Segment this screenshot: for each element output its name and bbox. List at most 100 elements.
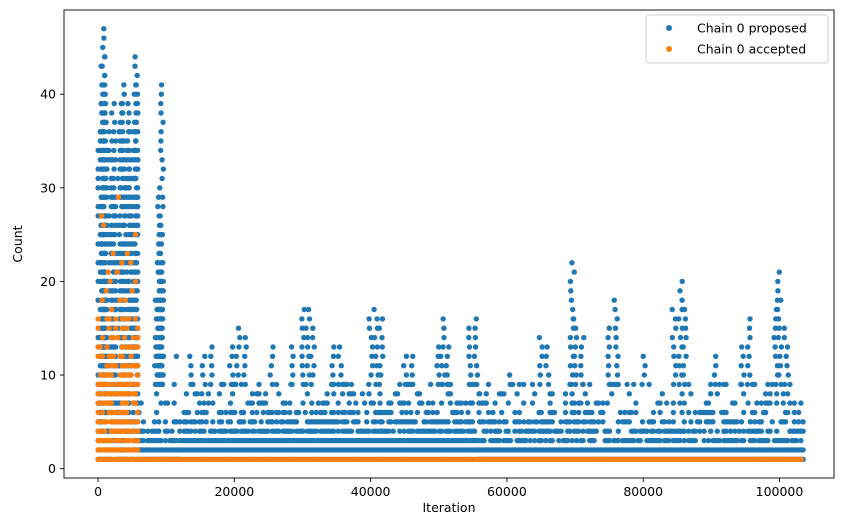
proposed-point	[773, 381, 779, 388]
proposed-point	[466, 381, 473, 388]
proposed-point	[746, 325, 753, 331]
proposed-point	[102, 54, 108, 60]
proposed-point	[140, 428, 147, 434]
accepted-point	[130, 334, 136, 341]
proposed-point	[562, 400, 569, 406]
proposed-point	[126, 222, 133, 228]
proposed-point	[401, 363, 407, 369]
proposed-point	[110, 288, 116, 294]
proposed-point	[573, 372, 579, 378]
proposed-point	[388, 400, 394, 406]
proposed-point	[289, 428, 295, 434]
proposed-point	[155, 203, 161, 210]
proposed-point	[313, 428, 319, 434]
proposed-point	[374, 316, 380, 322]
proposed-point	[679, 297, 685, 303]
proposed-point	[158, 147, 164, 154]
proposed-point	[133, 185, 140, 191]
proposed-point	[657, 437, 663, 444]
proposed-point	[591, 437, 597, 444]
proposed-point	[366, 391, 372, 397]
proposed-point	[615, 419, 621, 425]
proposed-point	[405, 400, 412, 406]
proposed-point	[633, 428, 639, 434]
proposed-point	[496, 437, 503, 444]
proposed-point	[701, 437, 707, 444]
proposed-point	[269, 409, 275, 416]
proposed-point	[529, 381, 536, 388]
proposed-point	[192, 419, 198, 425]
proposed-point	[800, 447, 806, 453]
proposed-point	[121, 222, 127, 228]
proposed-point	[410, 428, 416, 434]
proposed-point	[145, 428, 151, 434]
proposed-point	[120, 147, 126, 154]
proposed-point	[677, 334, 684, 341]
proposed-point	[134, 91, 141, 97]
accepted-point	[115, 194, 122, 200]
proposed-point	[156, 250, 162, 257]
proposed-point	[280, 419, 286, 425]
proposed-point	[571, 400, 577, 406]
proposed-point	[686, 381, 692, 388]
proposed-point	[126, 157, 132, 163]
proposed-point	[483, 391, 489, 397]
proposed-point	[443, 363, 449, 369]
accepted-point	[119, 344, 126, 350]
proposed-point	[414, 409, 421, 416]
proposed-point	[388, 419, 394, 425]
proposed-point	[778, 297, 784, 303]
accepted-point	[99, 391, 106, 397]
accepted-point	[135, 437, 141, 444]
proposed-point	[308, 381, 314, 388]
accepted-point	[135, 344, 141, 350]
proposed-point	[639, 381, 645, 388]
proposed-point	[99, 231, 106, 238]
proposed-point	[765, 437, 771, 444]
proposed-point	[388, 409, 394, 416]
proposed-point	[774, 400, 780, 406]
proposed-point	[657, 400, 663, 406]
proposed-point	[240, 409, 247, 416]
proposed-point	[223, 409, 229, 416]
proposed-point	[238, 381, 245, 388]
proposed-point	[682, 381, 688, 388]
proposed-point	[183, 419, 190, 425]
proposed-point	[787, 381, 793, 388]
proposed-point	[567, 334, 573, 341]
proposed-point	[376, 325, 383, 331]
proposed-point	[289, 363, 295, 369]
proposed-point	[237, 334, 243, 341]
proposed-point	[227, 419, 234, 425]
proposed-point	[100, 166, 106, 172]
proposed-point	[692, 428, 698, 434]
proposed-point	[348, 381, 355, 388]
proposed-point	[233, 381, 239, 388]
proposed-point	[741, 437, 747, 444]
proposed-point	[126, 110, 132, 116]
proposed-point	[615, 353, 621, 359]
proposed-point	[641, 372, 647, 378]
proposed-point	[134, 100, 141, 107]
proposed-point	[705, 400, 712, 406]
proposed-point	[324, 391, 330, 397]
proposed-point	[657, 428, 663, 434]
proposed-point	[532, 391, 538, 397]
proposed-point	[109, 110, 115, 116]
legend: Chain 0 proposed Chain 0 accepted	[645, 14, 829, 64]
x-tick-label: 60000	[487, 484, 527, 499]
proposed-point	[567, 344, 574, 350]
proposed-point	[469, 400, 476, 406]
proposed-point	[516, 409, 522, 416]
proposed-point	[606, 428, 613, 434]
proposed-point	[692, 409, 698, 416]
proposed-point	[605, 353, 611, 359]
proposed-point	[732, 428, 738, 434]
proposed-point	[646, 381, 652, 388]
proposed-point	[532, 428, 538, 434]
proposed-point	[440, 344, 446, 350]
proposed-point	[744, 381, 751, 388]
proposed-point	[305, 344, 311, 350]
proposed-point	[335, 353, 341, 359]
proposed-point	[711, 372, 718, 378]
